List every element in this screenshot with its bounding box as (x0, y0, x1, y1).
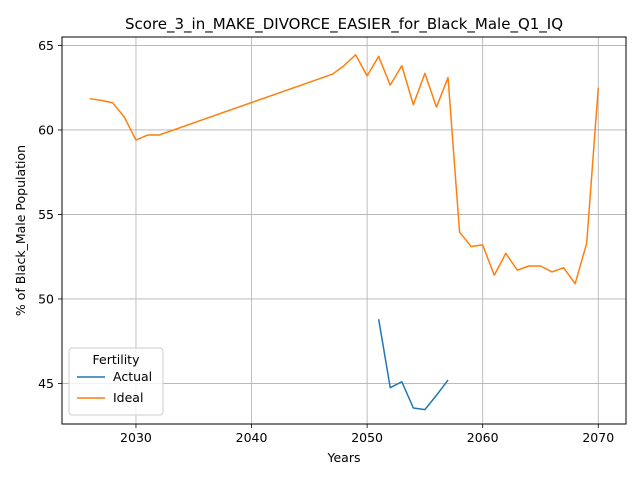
x-tick-label: 2070 (582, 430, 614, 445)
grid-lines (62, 37, 626, 424)
y-tick-label: 60 (38, 122, 54, 137)
y-tick-label: 65 (38, 38, 54, 53)
series-lines (89, 53, 600, 411)
x-tick-label: 2060 (467, 430, 499, 445)
legend-label-ideal: Ideal (113, 390, 143, 405)
legend-label-actual: Actual (113, 369, 152, 384)
axis-ticks: 2030 2040 2050 2060 2070 45 50 55 60 65 (38, 38, 614, 445)
legend-items: Actual Ideal (77, 369, 152, 405)
legend-title: Fertility (93, 352, 141, 367)
x-tick-label: 2040 (236, 430, 268, 445)
x-axis-label: Years (327, 450, 361, 465)
y-tick-label: 45 (38, 376, 54, 391)
chart-title: Score_3_in_MAKE_DIVORCE_EASIER_for_Black… (125, 15, 563, 34)
x-tick-label: 2050 (351, 430, 383, 445)
y-axis-label: % of Black_Male Population (13, 145, 28, 316)
x-tick-label: 2030 (120, 430, 152, 445)
y-tick-label: 55 (38, 207, 54, 222)
legend: Fertility Actual Ideal (68, 347, 164, 416)
series-line-ideal (89, 53, 600, 285)
plot-area-frame (61, 36, 627, 425)
y-tick-label: 50 (38, 291, 54, 306)
series-line-actual (377, 319, 449, 411)
